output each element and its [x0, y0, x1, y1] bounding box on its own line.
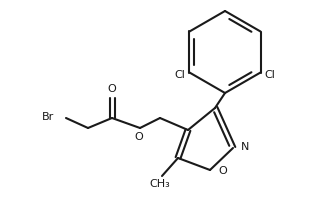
Text: O: O — [108, 84, 116, 94]
Text: N: N — [241, 142, 249, 152]
Text: O: O — [218, 166, 227, 176]
Text: CH₃: CH₃ — [150, 179, 170, 189]
Text: Cl: Cl — [174, 69, 185, 79]
Text: O: O — [135, 132, 143, 142]
Text: Cl: Cl — [265, 69, 275, 79]
Text: Br: Br — [42, 112, 54, 122]
